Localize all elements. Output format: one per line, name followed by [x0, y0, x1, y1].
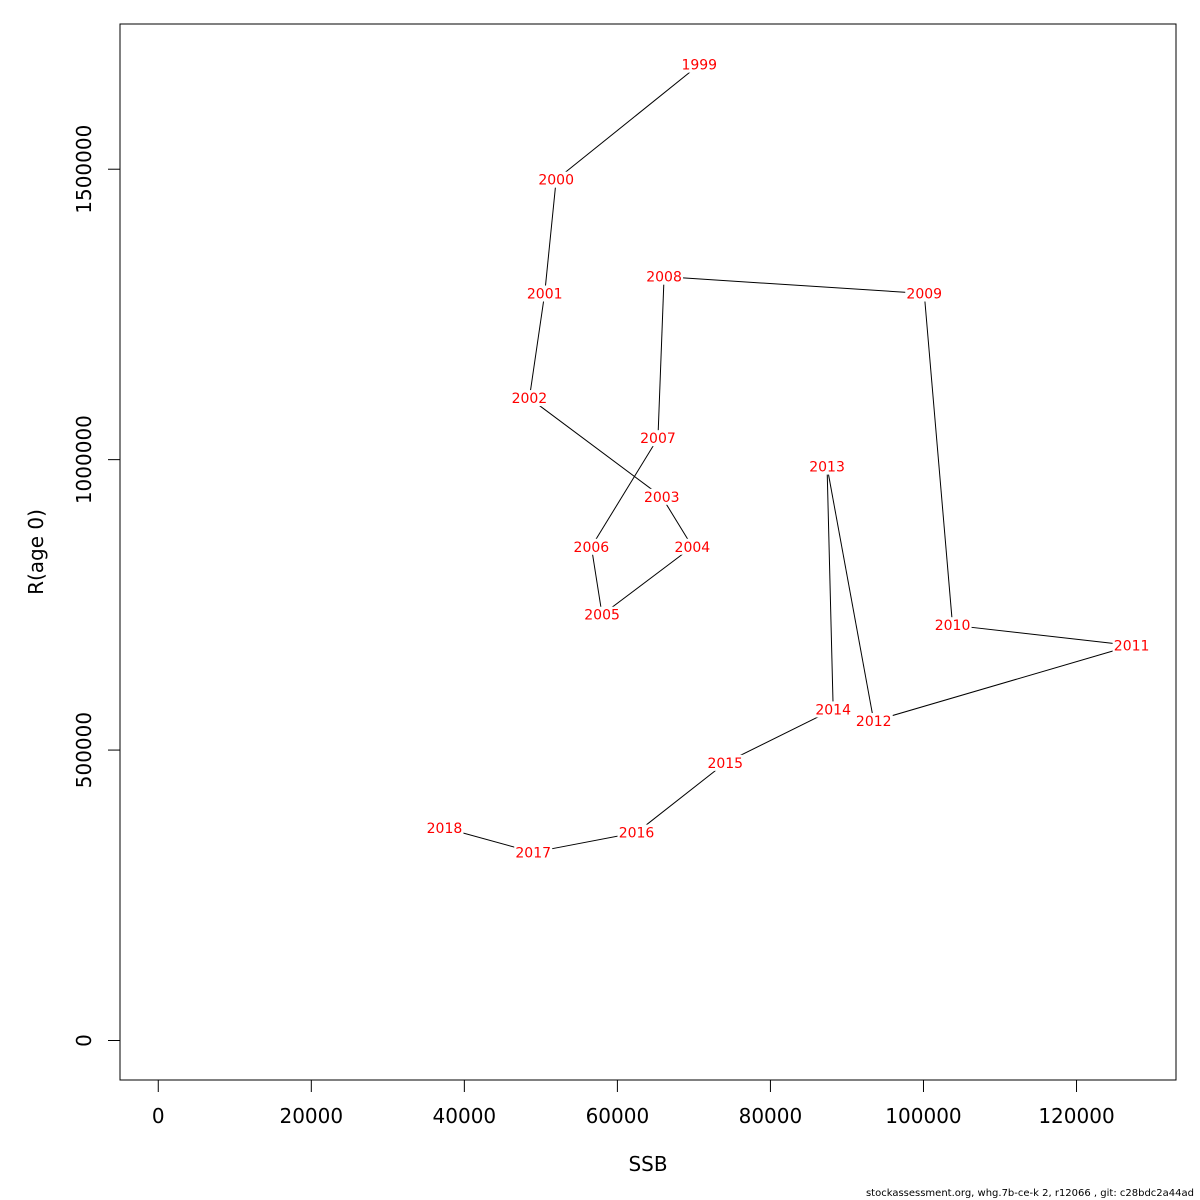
y-axis-title: R(age 0): [24, 509, 48, 595]
sr-segment-2006-2007: [590, 437, 659, 548]
sr-segment-2001-2002: [528, 293, 546, 399]
x-tick-label: 100000: [885, 1104, 961, 1128]
x-tick-label: 120000: [1038, 1104, 1114, 1128]
year-label-bg: [814, 701, 853, 718]
sr-segment-2015-2016: [636, 762, 726, 833]
year-labels: 1999 2000 2001 2002 2003 2004 2005 2006 2007 2008…: [425, 56, 1151, 861]
year-label-bg: [680, 56, 719, 73]
year-label-bg: [645, 268, 684, 285]
sr-segment-2007-2008: [657, 276, 665, 439]
sr-segment-2009-2010: [923, 293, 954, 626]
year-label-bg: [905, 285, 944, 302]
y-tick-label: 1000000: [72, 415, 96, 504]
year-label-bg: [537, 171, 576, 188]
year-label-2017: 2017: [515, 845, 551, 861]
y-tick-label: 500000: [72, 712, 96, 788]
year-label-2016: 2016: [619, 826, 655, 842]
year-label-bg: [673, 538, 712, 555]
x-tick-label: 80000: [739, 1104, 803, 1128]
year-label-2012: 2012: [856, 714, 892, 730]
sr-segment-2005-2006: [590, 546, 603, 615]
year-label-bg: [510, 390, 549, 407]
year-label-2006: 2006: [574, 540, 610, 556]
year-label-2000: 2000: [538, 173, 574, 189]
year-label-bg: [638, 430, 677, 447]
sr-segment-2002-2003: [529, 397, 663, 498]
year-label-bg: [642, 488, 681, 505]
sr-segment-2008-2009: [664, 276, 925, 295]
year-label-2005: 2005: [584, 608, 620, 624]
year-label-bg: [525, 285, 564, 302]
year-label-2011: 2011: [1114, 639, 1150, 655]
sr-segment-2003-2004: [661, 496, 693, 548]
sr-segment-2004-2005: [601, 546, 693, 616]
x-tick-label: 0: [152, 1104, 165, 1128]
x-axis-title: SSB: [628, 1152, 667, 1176]
sr-segment-2014-2015: [725, 708, 834, 764]
year-label-bg: [933, 617, 972, 634]
sr-segment-2000-2001: [544, 179, 557, 294]
sr-series: [444, 64, 1132, 853]
year-label-2013: 2013: [809, 460, 845, 476]
year-label-2008: 2008: [646, 270, 682, 286]
year-label-bg: [583, 606, 622, 623]
year-label-2007: 2007: [640, 431, 676, 447]
year-label-bg: [854, 713, 893, 730]
year-label-2015: 2015: [707, 756, 743, 772]
y-tick-label: 1500000: [72, 125, 96, 214]
year-label-bg: [1112, 637, 1151, 654]
sr-segment-2012-2013: [826, 466, 875, 722]
sr-segment-1999-2000: [555, 64, 700, 181]
year-label-2018: 2018: [427, 821, 463, 837]
footer-text: stockassessment.org, whg.7b-ce-k 2, r120…: [865, 1188, 1194, 1199]
year-label-2001: 2001: [527, 287, 563, 303]
year-label-bg: [617, 824, 656, 841]
x-tick-label: 40000: [433, 1104, 497, 1128]
year-label-2003: 2003: [644, 490, 680, 506]
year-label-bg: [706, 754, 745, 771]
year-label-bg: [514, 844, 553, 861]
sr-segment-2011-2012: [873, 645, 1132, 722]
x-axis: 0 20000 40000 60000 80000 100000 120000: [152, 1079, 1115, 1128]
y-axis: 0 500000 1000000 1500000: [72, 125, 121, 1047]
year-label-2004: 2004: [675, 540, 711, 556]
x-tick-label: 20000: [279, 1104, 343, 1128]
year-label-2002: 2002: [512, 391, 548, 407]
sr-segment-2013-2014: [826, 466, 834, 710]
year-label-1999: 1999: [681, 58, 717, 74]
plot-frame: [119, 23, 1177, 1081]
y-tick-label: 0: [72, 1034, 96, 1047]
year-label-2014: 2014: [815, 702, 851, 718]
year-label-bg: [808, 458, 847, 475]
year-label-2009: 2009: [906, 287, 942, 303]
sr-segment-2010-2011: [952, 624, 1132, 647]
year-label-2010: 2010: [935, 618, 971, 634]
year-label-bg: [425, 819, 464, 836]
x-tick-label: 60000: [586, 1104, 650, 1128]
year-label-bg: [572, 538, 611, 555]
